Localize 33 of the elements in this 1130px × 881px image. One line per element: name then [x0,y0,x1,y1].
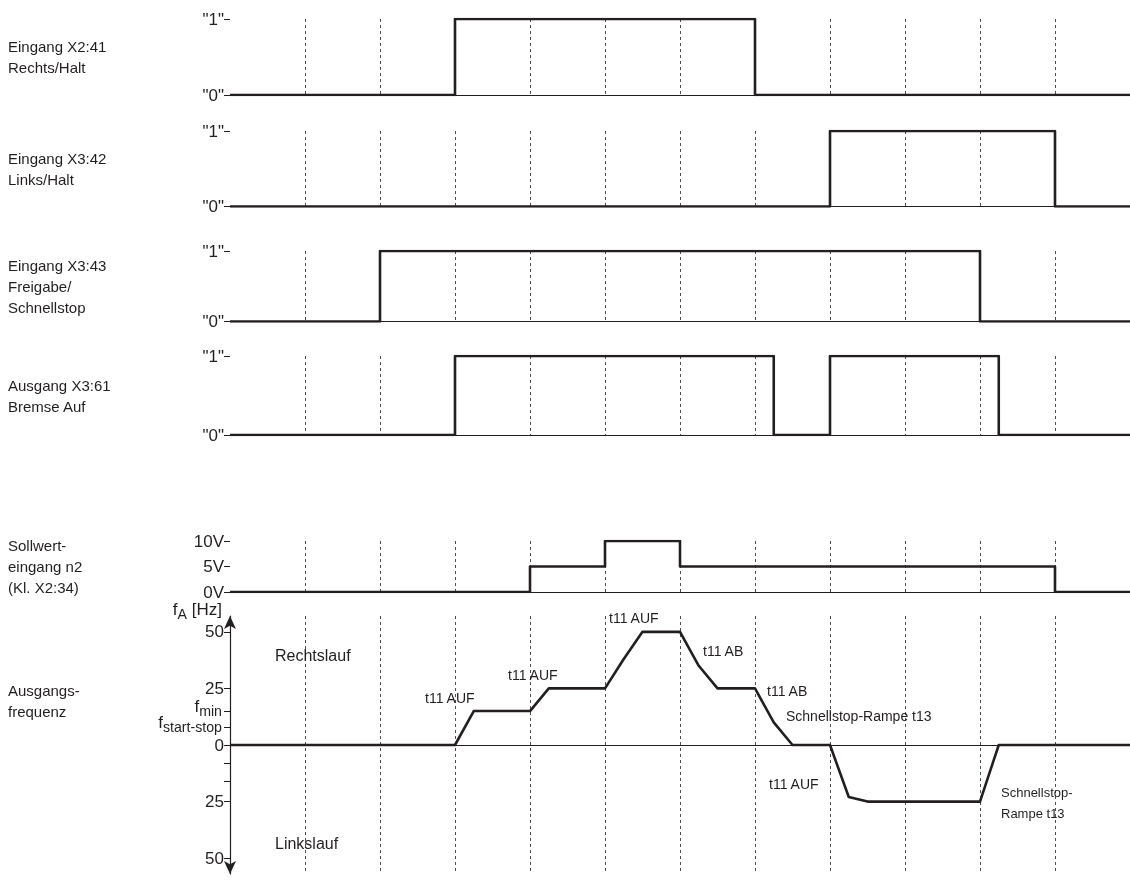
y-axis-title: Eingang X3:42 Links/Halt [8,149,107,188]
y-axis-title: Eingang X2:41 Rechts/Halt [8,38,107,76]
y-tick-label: "1" [202,241,224,261]
y-axis-title: Eingang X3:43 Freigabe/ Schnellstop [8,256,107,316]
y-tick-label: 0 [214,735,224,755]
annotation: Rechtslauf [275,647,352,664]
annotation: Schnellstop-Rampe t13 [786,707,932,724]
y-axis-title: Ausgang X3:61 Bremse Auf [8,376,111,415]
y-axis-title: f$_{A}$ [Hz] [172,600,222,624]
y-tick-label: 10V [193,531,225,551]
annotation: t11 AB [703,642,744,659]
y-tick-label: 25 [205,792,224,812]
annotation: Linkslauf [275,835,339,852]
y-tick-label: 50 [205,622,224,642]
y-tick-label: 50 [205,848,224,868]
y-axis-title: Sollwert- eingang n2 (Kl. X2:34) [8,537,83,596]
annotation: t11 AUF [609,609,659,626]
annotation: t11 AUF [508,666,558,683]
y-tick-label: "1" [202,346,224,366]
y-tick-label: 25 [205,678,224,698]
y-tick-label: "0" [202,425,224,445]
annotation: t11 AUF [769,775,819,792]
annotation: t11 AB [767,682,808,699]
annotation: Schnellstop- Rampe t13 [1001,785,1073,821]
y-tick-label: 0V [203,582,225,602]
y-tick-label: "0" [202,197,224,216]
y-tick-label: "1" [202,9,224,29]
y-tick-label: "0" [202,312,224,331]
text: Ausgangs- frequenz [8,682,80,720]
y-tick-label: "0" [202,85,224,105]
annotation: t11 AUF [425,689,475,706]
y-tick-label: 5V [203,557,225,576]
y-tick-label: "1" [202,121,224,141]
